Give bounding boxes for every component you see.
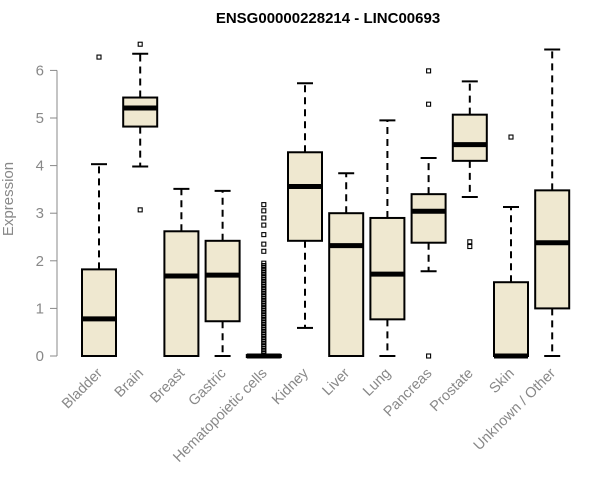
x-tick-label: Lung [360,366,394,400]
box-iqr [163,230,200,357]
outlier-point [467,239,473,245]
outlier-point [96,54,102,60]
box-bladder [81,54,117,358]
outlier-point [261,260,267,266]
x-tick-label: Breast [147,366,188,407]
y-axis: 0 1 2 3 4 5 6 [36,62,58,365]
box-iqr [81,268,117,358]
box-iqr [328,212,365,357]
outlier-point [261,222,267,228]
outlier-point [426,101,432,107]
y-axis-label: Expression [0,162,17,236]
x-tick-label: Bladder [59,365,106,412]
box-iqr [369,216,406,321]
y-tick-label: 0 [36,348,44,365]
x-tick-label: Prostate [427,366,476,415]
box-iqr [287,151,323,242]
y-tick-label: 1 [36,300,44,317]
outlier-point [261,232,267,238]
box-iqr [534,189,571,310]
boxes [81,41,571,359]
outlier-point [261,208,267,214]
chart-title: ENSG00000228214 - LINC00693 [216,10,440,27]
x-tick-label: Liver [319,365,353,399]
outlier-point [261,241,267,247]
box-hematopoietic-cells [245,202,282,359]
box-iqr [410,193,447,244]
y-tick-label: 6 [36,62,44,79]
box-pancreas [410,68,447,359]
y-tick-label: 2 [36,253,44,270]
y-tick-label: 5 [36,110,44,127]
outlier-point [137,41,143,47]
box-iqr [204,239,241,323]
box-prostate [451,80,488,250]
outlier-point [261,202,267,208]
box-lung [369,119,406,357]
box-kidney [287,82,323,329]
box-iqr [451,113,488,162]
x-tick-label: Kidney [269,365,312,408]
outlier-point [261,248,267,254]
outlier-point [426,353,432,359]
outlier-point [426,68,432,74]
box-iqr [122,96,159,128]
x-tick-label: Brain [112,366,147,401]
y-tick-label: 4 [36,158,44,175]
box-breast [163,187,200,357]
box-liver [328,172,365,357]
box-unknown-other [534,48,571,357]
box-gastric [204,189,241,357]
y-tick-label: 3 [36,205,44,222]
outlier-point [137,207,143,213]
box-skin [493,134,529,359]
outlier-point [508,134,514,140]
box-brain [122,41,159,213]
x-tick-label: Skin [487,366,518,397]
box-iqr [493,281,529,357]
outlier-point [261,215,267,221]
outlier-point [467,243,473,250]
